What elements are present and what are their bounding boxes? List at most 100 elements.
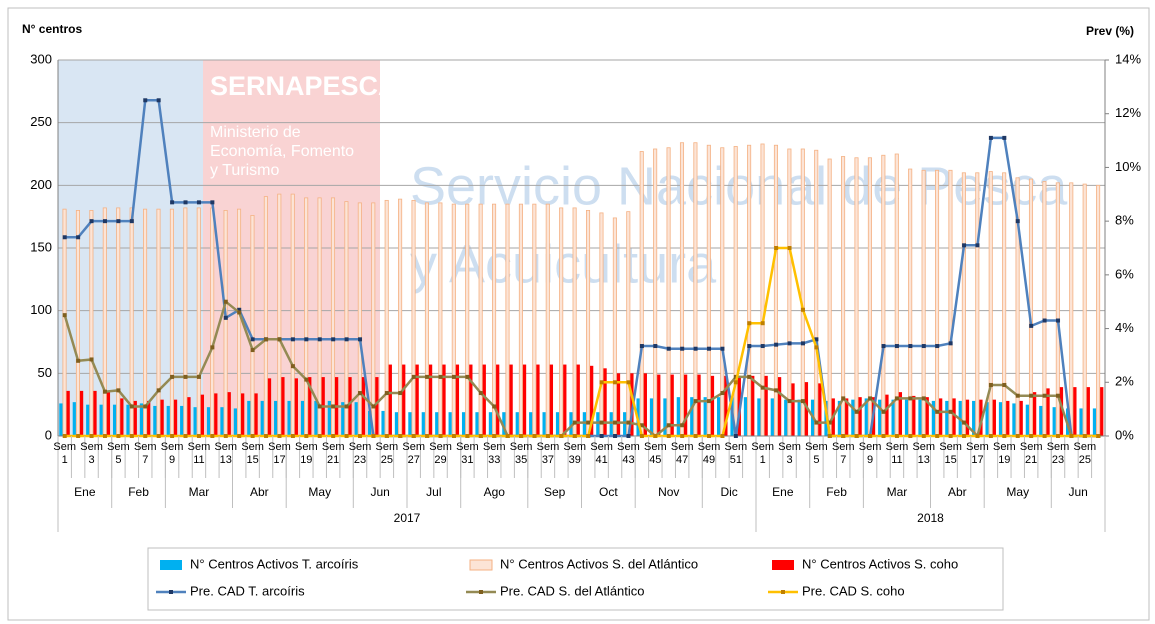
line-marker: [1029, 434, 1034, 438]
line-marker: [841, 434, 846, 438]
x-tick-label: Sem 3: [778, 441, 801, 466]
line-marker: [1042, 393, 1047, 398]
legend-label: N° Centros Activos S. coho: [802, 556, 958, 571]
bar: [532, 203, 537, 437]
line-marker: [62, 235, 67, 240]
line-marker: [344, 404, 349, 409]
bar: [965, 399, 970, 436]
legend-swatch: [160, 560, 182, 570]
bar: [247, 400, 251, 436]
line-marker: [854, 409, 859, 414]
line-marker: [962, 420, 967, 425]
bar: [864, 398, 868, 436]
x-tick-label: Sem 37: [536, 441, 560, 466]
bar: [371, 202, 376, 437]
bar: [649, 398, 654, 436]
x-tick-label: Sem 3: [80, 441, 103, 466]
line-marker: [613, 420, 618, 425]
line-marker: [841, 396, 846, 401]
line-marker: [653, 344, 658, 349]
bar: [220, 407, 224, 436]
line-marker: [733, 380, 738, 385]
bar: [394, 412, 399, 436]
bar: [878, 399, 882, 436]
bar: [710, 375, 715, 436]
bar: [851, 399, 855, 436]
x-tick-label: Sem 27: [402, 441, 426, 466]
bar: [931, 400, 936, 436]
line-marker: [572, 434, 577, 438]
bar: [492, 203, 497, 437]
bar: [1025, 404, 1029, 436]
bar: [166, 405, 170, 436]
line-marker: [183, 200, 188, 205]
legend-label: Pre. CAD S. coho: [802, 583, 905, 598]
bar: [1096, 184, 1101, 437]
line-marker: [988, 434, 993, 438]
line-marker: [250, 337, 255, 342]
bar: [784, 399, 788, 436]
x-tick-label: Sem 49: [697, 441, 721, 466]
line-marker: [398, 391, 403, 396]
bar: [1092, 408, 1097, 436]
line-marker: [693, 434, 698, 438]
bar: [505, 203, 510, 437]
line-marker: [881, 409, 886, 414]
bar: [934, 169, 940, 437]
line-marker: [250, 434, 255, 438]
bar: [703, 397, 707, 436]
x-tick-label: Sem 9: [858, 441, 882, 466]
month-label: Abr: [948, 485, 967, 499]
line-marker: [639, 434, 644, 438]
bar: [545, 203, 550, 437]
bar: [894, 153, 899, 437]
line-marker: [304, 434, 309, 438]
bar: [797, 399, 801, 436]
bar: [992, 399, 996, 436]
bar: [496, 364, 500, 436]
bar: [1046, 388, 1050, 436]
line-marker: [1002, 434, 1007, 438]
line-marker: [988, 382, 993, 387]
line-marker: [264, 337, 269, 342]
bar: [590, 365, 594, 436]
bar: [233, 408, 238, 436]
bar: [290, 193, 295, 437]
line-marker: [129, 404, 134, 409]
line-marker: [774, 388, 779, 393]
line-marker: [908, 396, 913, 401]
y-tick-label: 50: [38, 365, 52, 380]
line-marker: [720, 391, 725, 396]
line: [63, 299, 1099, 439]
y2-tick-label: 12%: [1115, 105, 1141, 120]
line-marker: [237, 307, 242, 312]
bar: [102, 207, 107, 437]
line-marker: [787, 399, 792, 404]
bar: [86, 404, 90, 436]
bar: [609, 412, 613, 436]
watermark-ministry: Economía, Fomento: [210, 143, 354, 160]
bar: [925, 397, 929, 436]
bar: [120, 398, 124, 436]
bar: [757, 398, 761, 436]
line-marker: [76, 358, 81, 363]
bar: [388, 364, 392, 436]
bar: [267, 378, 272, 436]
bar: [475, 412, 479, 436]
line-marker: [170, 434, 175, 438]
bar: [676, 397, 680, 436]
bar: [717, 397, 721, 436]
line-marker: [196, 200, 201, 205]
bar: [998, 402, 1003, 436]
line-marker: [102, 219, 107, 224]
line-marker: [183, 374, 188, 379]
bar: [764, 375, 768, 436]
line-marker: [478, 434, 483, 438]
bar: [294, 378, 298, 436]
bar: [639, 151, 644, 437]
line-marker: [210, 434, 215, 438]
bar: [411, 199, 416, 437]
bar: [59, 403, 63, 436]
bar: [428, 364, 433, 436]
line-marker: [89, 434, 94, 438]
